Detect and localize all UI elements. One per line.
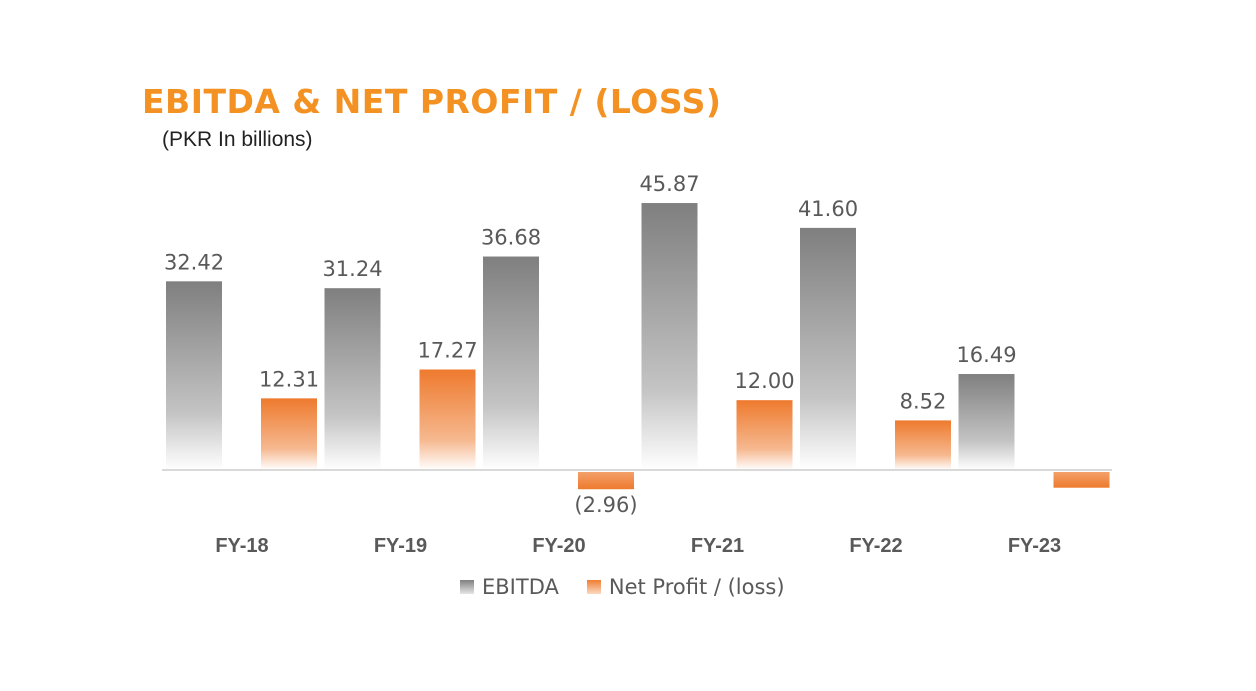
legend-label-ebitda: EBITDA bbox=[482, 575, 559, 599]
x-tick-label-fy-22: FY-22 bbox=[849, 535, 902, 557]
data-label-ebitda-fy-19: 31.24 bbox=[322, 257, 382, 281]
labels-layer: 32.42 12.31 FY-18 31.24 17.27 FY-19 36.68 (2.96… bbox=[164, 172, 1061, 557]
legend-item-net-profit: Net Profit / (loss) bbox=[586, 575, 785, 599]
bar-ebitda-fy-19 bbox=[324, 288, 381, 470]
data-label-net-profit-fy-18: 12.31 bbox=[259, 367, 319, 391]
bar-net-profit-fy-21 bbox=[736, 400, 793, 470]
bar-net-profit-fy-19 bbox=[419, 369, 476, 470]
bar-net-profit-fy-18 bbox=[261, 398, 317, 470]
chart-title: EBITDA & NET PROFIT / (LOSS) bbox=[142, 82, 722, 121]
x-tick-label-fy-20: FY-20 bbox=[532, 535, 585, 557]
bar-net-profit-fy-20 bbox=[578, 472, 634, 490]
bar-net-profit-fy-22 bbox=[895, 420, 951, 470]
bar-ebitda-fy-18 bbox=[166, 281, 222, 470]
data-label-ebitda-fy-23: 16.49 bbox=[956, 343, 1016, 367]
legend-swatch-ebitda bbox=[460, 580, 474, 594]
bar-ebitda-fy-23 bbox=[958, 374, 1015, 470]
chart-subtitle: (PKR In billions) bbox=[162, 128, 313, 151]
data-label-net-profit-fy-20: (2.96) bbox=[574, 493, 637, 517]
legend-label-net-profit: Net Profit / (loss) bbox=[608, 575, 785, 599]
data-label-ebitda-fy-18: 32.42 bbox=[164, 250, 224, 274]
data-label-net-profit-fy-21: 12.00 bbox=[734, 369, 794, 393]
data-label-ebitda-fy-22: 41.60 bbox=[798, 197, 858, 221]
legend-swatch-net-profit bbox=[586, 580, 601, 594]
data-label-net-profit-fy-19: 17.27 bbox=[417, 338, 477, 362]
bar-net-profit-fy-23 bbox=[1053, 472, 1110, 488]
data-label-ebitda-fy-20: 36.68 bbox=[481, 226, 541, 250]
bar-ebitda-fy-20 bbox=[483, 256, 539, 470]
x-tick-label-fy-18: FY-18 bbox=[215, 535, 268, 557]
x-tick-label-fy-21: FY-21 bbox=[691, 535, 744, 557]
bar-ebitda-fy-21 bbox=[641, 203, 698, 470]
bar-ebitda-fy-22 bbox=[800, 227, 856, 470]
data-label-net-profit-fy-22: 8.52 bbox=[900, 389, 947, 413]
x-tick-label-fy-19: FY-19 bbox=[374, 535, 427, 557]
x-tick-label-fy-23: FY-23 bbox=[1008, 535, 1061, 557]
legend: EBITDA Net Profit / (loss) bbox=[460, 575, 785, 599]
data-label-ebitda-fy-21: 45.87 bbox=[639, 172, 699, 196]
legend-item-ebitda: EBITDA bbox=[460, 575, 559, 599]
bars-layer bbox=[166, 203, 1110, 490]
